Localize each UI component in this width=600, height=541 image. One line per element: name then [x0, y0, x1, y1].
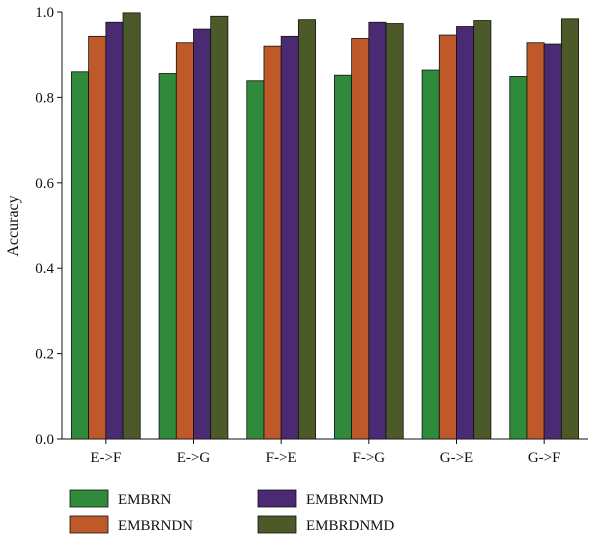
legend-label: EMBRDNMD: [306, 518, 395, 534]
y-tick-label: 0.4: [35, 261, 54, 277]
bar-embrn-0: [71, 71, 90, 440]
bar-embrn-5: [509, 76, 528, 440]
legend-label: EMBRNMD: [306, 492, 384, 508]
x-tick-label: G->F: [528, 450, 561, 466]
bar-embrnmd-1: [193, 28, 212, 440]
bar-embrndn-4: [438, 34, 457, 440]
bar-embrndn-5: [526, 42, 545, 440]
legend-swatch: [257, 515, 297, 534]
x-tick-label: G->E: [440, 450, 473, 466]
bar-embrndn-0: [88, 35, 107, 440]
y-tick-label: 0.6: [35, 176, 54, 192]
x-tick-label: E->F: [90, 450, 121, 466]
bar-embrdnmd-1: [210, 15, 229, 440]
y-axis-title: Accuracy: [5, 195, 22, 256]
bar-embrn-1: [158, 73, 177, 440]
bar-embrdnmd-0: [122, 12, 141, 440]
legend-label: EMBRNDN: [118, 518, 193, 534]
bar-embrn-4: [421, 69, 440, 440]
plot-area: 0.0 0.2 0.4 0.6 0.8 1.0 E->F E->G F->E F->G G->E G-…: [35, 5, 588, 466]
bar-embrdnmd-4: [473, 20, 492, 440]
bar-embrnmd-2: [280, 35, 299, 440]
y-tick-label: 0.0: [35, 432, 54, 448]
bar-embrnmd-5: [543, 43, 562, 440]
x-tick-label: F->G: [353, 450, 386, 466]
x-tick-label: E->G: [177, 450, 211, 466]
legend-swatch: [69, 489, 109, 508]
bar-embrnmd-4: [456, 26, 475, 440]
bar-embrdnmd-2: [297, 19, 316, 440]
x-tick-label: F->E: [266, 450, 297, 466]
legend-item-embrdnmd: EMBRDNMD: [257, 515, 395, 534]
legend-item-embrn: EMBRN: [69, 489, 172, 508]
legend-item-embrnmd: EMBRNMD: [257, 489, 384, 508]
legend-swatch: [69, 515, 109, 534]
legend: EMBRN EMBRNDN EMBRNMD EMBRDNMD: [69, 489, 395, 534]
bar-embrdnmd-3: [385, 23, 404, 440]
bar-embrndn-3: [351, 38, 370, 440]
bar-embrnmd-3: [368, 21, 387, 440]
bar-embrn-2: [246, 80, 265, 440]
y-tick-label: 0.2: [35, 347, 54, 363]
y-tick-label: 0.8: [35, 90, 54, 106]
legend-swatch: [257, 489, 297, 508]
bar-embrnmd-0: [105, 21, 124, 440]
y-tick-label: 1.0: [35, 5, 54, 21]
bar-embrndn-2: [263, 45, 282, 440]
legend-item-embrndn: EMBRNDN: [69, 515, 193, 534]
bar-embrn-3: [334, 74, 353, 440]
bar-embrdnmd-5: [560, 18, 579, 440]
legend-label: EMBRN: [118, 492, 172, 508]
bar-embrndn-1: [175, 42, 194, 440]
